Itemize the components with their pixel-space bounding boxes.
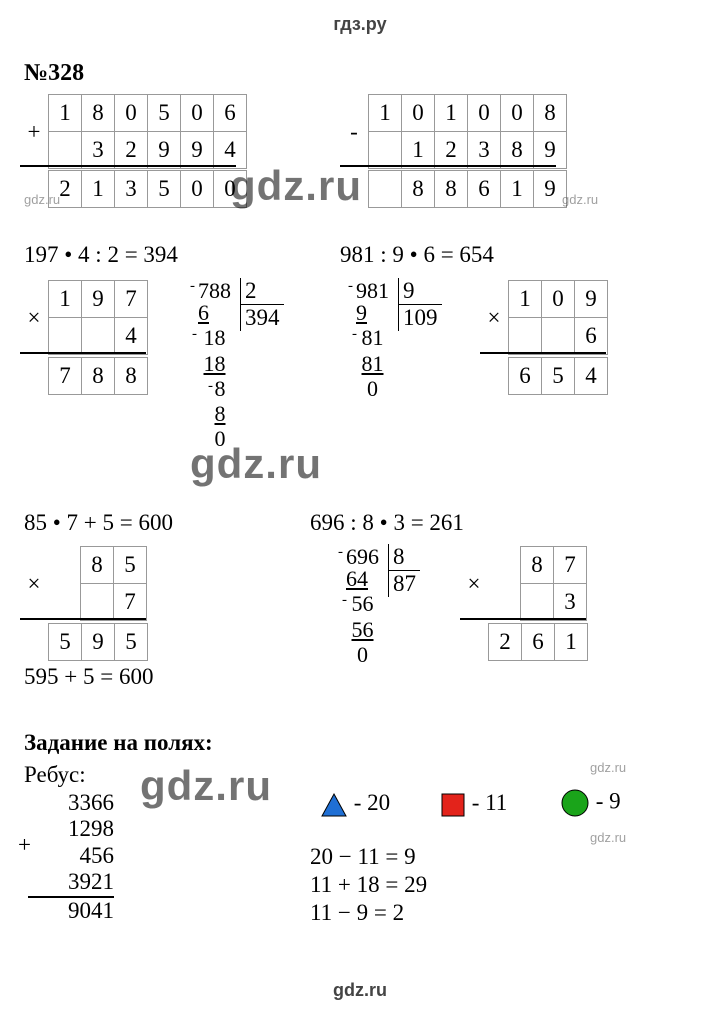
rebus-lines: 3366 1298 456 3921 <box>24 790 114 896</box>
equation-4: 696 : 8 • 3 = 261 <box>310 510 464 536</box>
equation-2: 981 : 9 • 6 = 654 <box>340 242 494 268</box>
subtraction-result: 88619 <box>340 170 567 208</box>
triangle-legend: - 20 <box>320 790 390 818</box>
minus-icon: - <box>192 326 197 343</box>
mul3-columnar: × 85 7 <box>20 546 147 621</box>
minus-icon: - <box>190 278 195 295</box>
margin-eq-3: 11 − 9 = 2 <box>310 900 404 926</box>
triangle-icon <box>320 792 348 818</box>
mul2-line <box>480 352 606 354</box>
circle-legend: - 9 <box>560 788 621 818</box>
subtraction-line <box>340 165 556 167</box>
mul2-columnar: × 109 6 <box>480 280 608 355</box>
addition-result: 213500 <box>20 170 247 208</box>
mul3-result: 595 <box>20 623 148 661</box>
rebus-op: + <box>18 832 31 858</box>
minus-icon: - <box>342 592 347 609</box>
rebus-label: Ребус: <box>24 762 86 788</box>
square-icon <box>440 792 466 818</box>
mul3-line <box>20 618 146 620</box>
mul4-line <box>460 618 586 620</box>
equation-3b: 595 + 5 = 600 <box>24 664 153 690</box>
mul2-result: 654 <box>480 357 608 395</box>
margin-task-title: Задание на полях: <box>24 730 213 756</box>
mul4-columnar: × 87 3 <box>460 546 587 621</box>
square-legend: - 11 <box>440 790 507 818</box>
mul1-columnar: × 197 4 <box>20 280 148 355</box>
plus-sign: + <box>20 95 49 169</box>
minus-icon: - <box>208 378 213 395</box>
watermark-small: gdz.ru <box>562 192 598 207</box>
circle-label: - 9 <box>596 788 621 813</box>
margin-eq-1: 20 − 11 = 9 <box>310 844 416 870</box>
mul1-result: 788 <box>20 357 148 395</box>
div3-box: 8 87 <box>388 544 420 597</box>
equation-3: 85 • 7 + 5 = 600 <box>24 510 173 536</box>
subtraction-columnar: - 101008 12389 <box>340 94 567 169</box>
triangle-label: - 20 <box>354 790 390 815</box>
div2-steps: 9 81 81 0 <box>356 300 384 401</box>
site-header: гдз.ру <box>0 0 720 35</box>
square-label: - 11 <box>472 790 508 815</box>
mul4-result: 261 <box>460 623 588 661</box>
watermark-big: gdz.ru <box>140 762 272 810</box>
div3-steps: 64 56 56 0 <box>346 566 374 667</box>
rebus-sum: 9041 <box>24 898 114 924</box>
minus-icon: - <box>348 278 353 295</box>
div1-box: 2 394 <box>240 278 284 331</box>
addition-line <box>20 165 236 167</box>
circle-icon <box>560 788 590 818</box>
footer: gdz.ru <box>0 980 720 1001</box>
div2-box: 9 109 <box>398 278 442 331</box>
div1-steps: 6 18 18 8 8 0 <box>198 300 226 452</box>
minus-icon: - <box>338 544 343 561</box>
margin-eq-2: 11 + 18 = 29 <box>310 872 427 898</box>
equation-1: 197 • 4 : 2 = 394 <box>24 242 178 268</box>
addition-columnar: + 180506 32994 <box>20 94 247 169</box>
watermark-small: gdz.ru <box>590 760 626 775</box>
minus-icon: - <box>352 326 357 343</box>
problem-number: №328 <box>24 60 84 87</box>
watermark-small: gdz.ru <box>590 830 626 845</box>
mul1-line <box>20 352 146 354</box>
minus-sign: - <box>340 95 369 169</box>
